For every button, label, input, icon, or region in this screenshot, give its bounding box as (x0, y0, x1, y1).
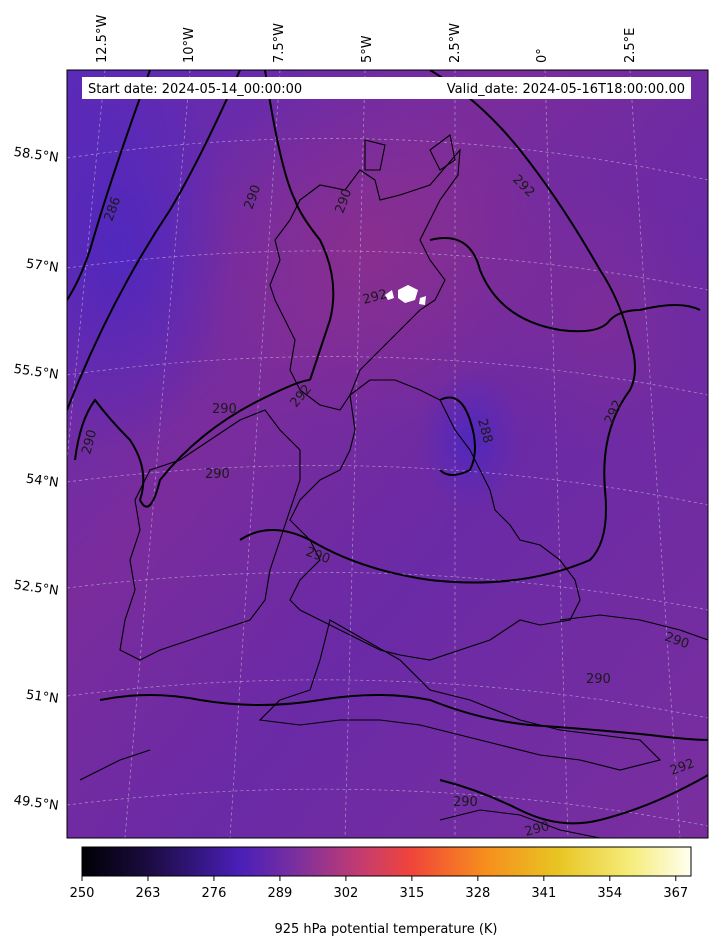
coastlines (79, 134, 708, 838)
contour-label: 288 (474, 417, 495, 445)
contour-label: 290 (453, 795, 478, 810)
lon-label: 7.5°W (272, 23, 287, 63)
map-frame (66, 69, 709, 839)
colorbar-tick-label: 250 (70, 886, 95, 901)
contour-lines (67, 70, 708, 825)
lat-label: 49.5°N (13, 793, 60, 814)
contour-label: 290 (212, 402, 237, 417)
lat-label: 51°N (25, 688, 60, 707)
colorbar-tick-label: 341 (531, 886, 556, 901)
colorbar-ticks: 250 263 276 289 302 315 328 341 354 367 (70, 876, 688, 901)
valid-date-label: Valid_date: 2024-05-16T18:00:00.00 (447, 82, 685, 97)
colorbar-tick-label: 302 (333, 886, 358, 901)
header-box (82, 77, 691, 99)
lat-label: 54°N (25, 472, 60, 491)
map-area: 286 290 290 292 292 292 290 292 288 290 … (67, 70, 708, 840)
lat-label: 58.5°N (13, 145, 60, 166)
lon-label: 2.5°W (448, 23, 463, 63)
lat-label: 57°N (25, 257, 60, 276)
colorbar-tick-label: 328 (465, 886, 490, 901)
lon-label: 2.5°E (623, 28, 638, 63)
lon-label: 12.5°W (95, 15, 110, 63)
lon-label: 0° (535, 48, 550, 63)
colorbar-tick-label: 263 (136, 886, 161, 901)
lon-label: 5°W (360, 35, 375, 63)
masked-area (398, 285, 418, 303)
start-date-label: Start date: 2024-05-14_00:00:00 (88, 82, 302, 97)
colorbar-tick-label: 315 (399, 886, 424, 901)
contour-label: 290 (79, 428, 100, 456)
contour-label: 290 (205, 467, 230, 482)
colorbar-tick-label: 354 (597, 886, 622, 901)
latitude-labels: 58.5°N 57°N 55.5°N 54°N 52.5°N 51°N 49.5… (13, 145, 60, 814)
colorbar-tick-label: 367 (663, 886, 688, 901)
colorbar-label: 925 hPa potential temperature (K) (274, 922, 497, 937)
colorbar-tick-label: 289 (268, 886, 293, 901)
lat-label: 55.5°N (13, 362, 60, 383)
colorbar-gradient (81, 846, 692, 877)
lat-label: 52.5°N (13, 578, 60, 599)
lon-label: 10°W (182, 27, 197, 63)
colorbar-tick-label: 276 (202, 886, 227, 901)
colorbar: 250 263 276 289 302 315 328 341 354 367 925 hPa p… (70, 846, 692, 937)
contour-label: 292 (361, 287, 389, 308)
longitude-labels: 12.5°W 10°W 7.5°W 5°W 2.5°W 0° 2.5°E (95, 15, 638, 63)
contour-label: 290 (523, 819, 551, 840)
contour-label: 290 (586, 672, 611, 687)
